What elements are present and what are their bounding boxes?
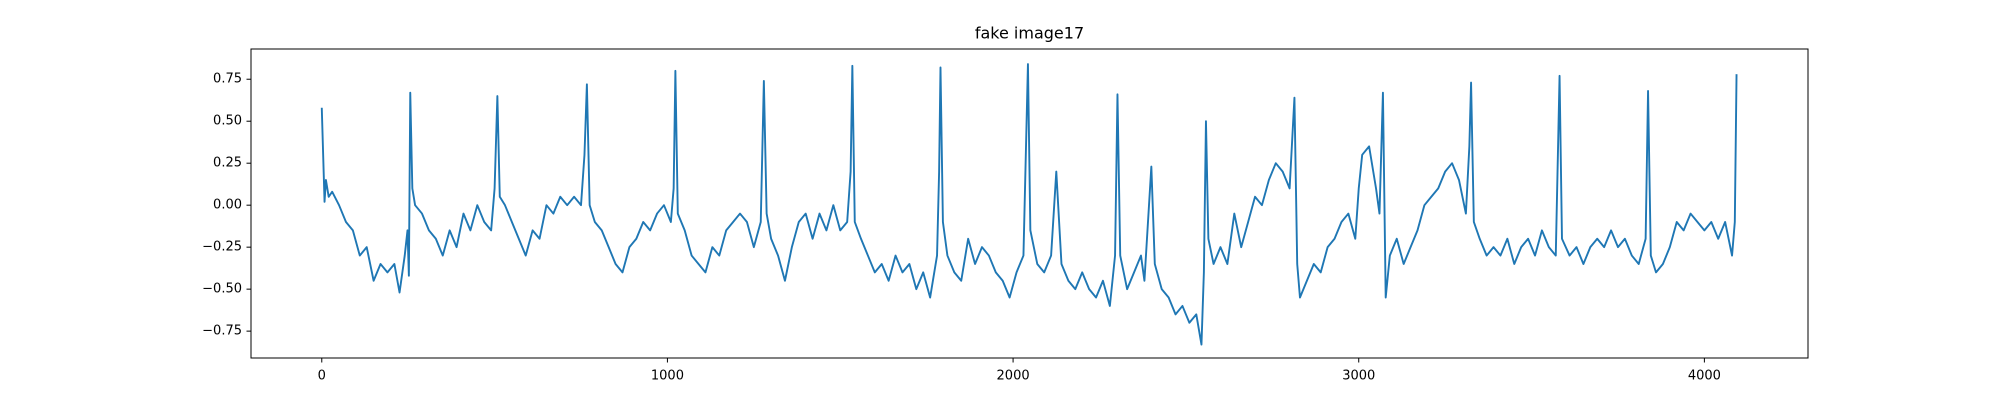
axes-frame: [250, 48, 1809, 359]
chart-title: fake image17: [975, 24, 1084, 43]
data-line: [320, 63, 1738, 346]
x-tick-label: 3000: [1342, 369, 1375, 384]
y-tick-label: −0.75: [202, 324, 242, 339]
y-tick-label: 0.00: [213, 198, 242, 213]
x-tick-label: 4000: [1688, 369, 1721, 384]
y-tick-label: −0.25: [202, 240, 242, 255]
x-tick-label: 2000: [997, 369, 1030, 384]
x-tick-label: 0: [318, 369, 326, 384]
y-tick-label: 0.50: [213, 114, 242, 129]
y-tick-label: 0.25: [213, 156, 242, 171]
x-tick-label: 1000: [651, 369, 684, 384]
y-tick-label: 0.75: [213, 72, 242, 87]
y-tick-label: −0.50: [202, 282, 242, 297]
